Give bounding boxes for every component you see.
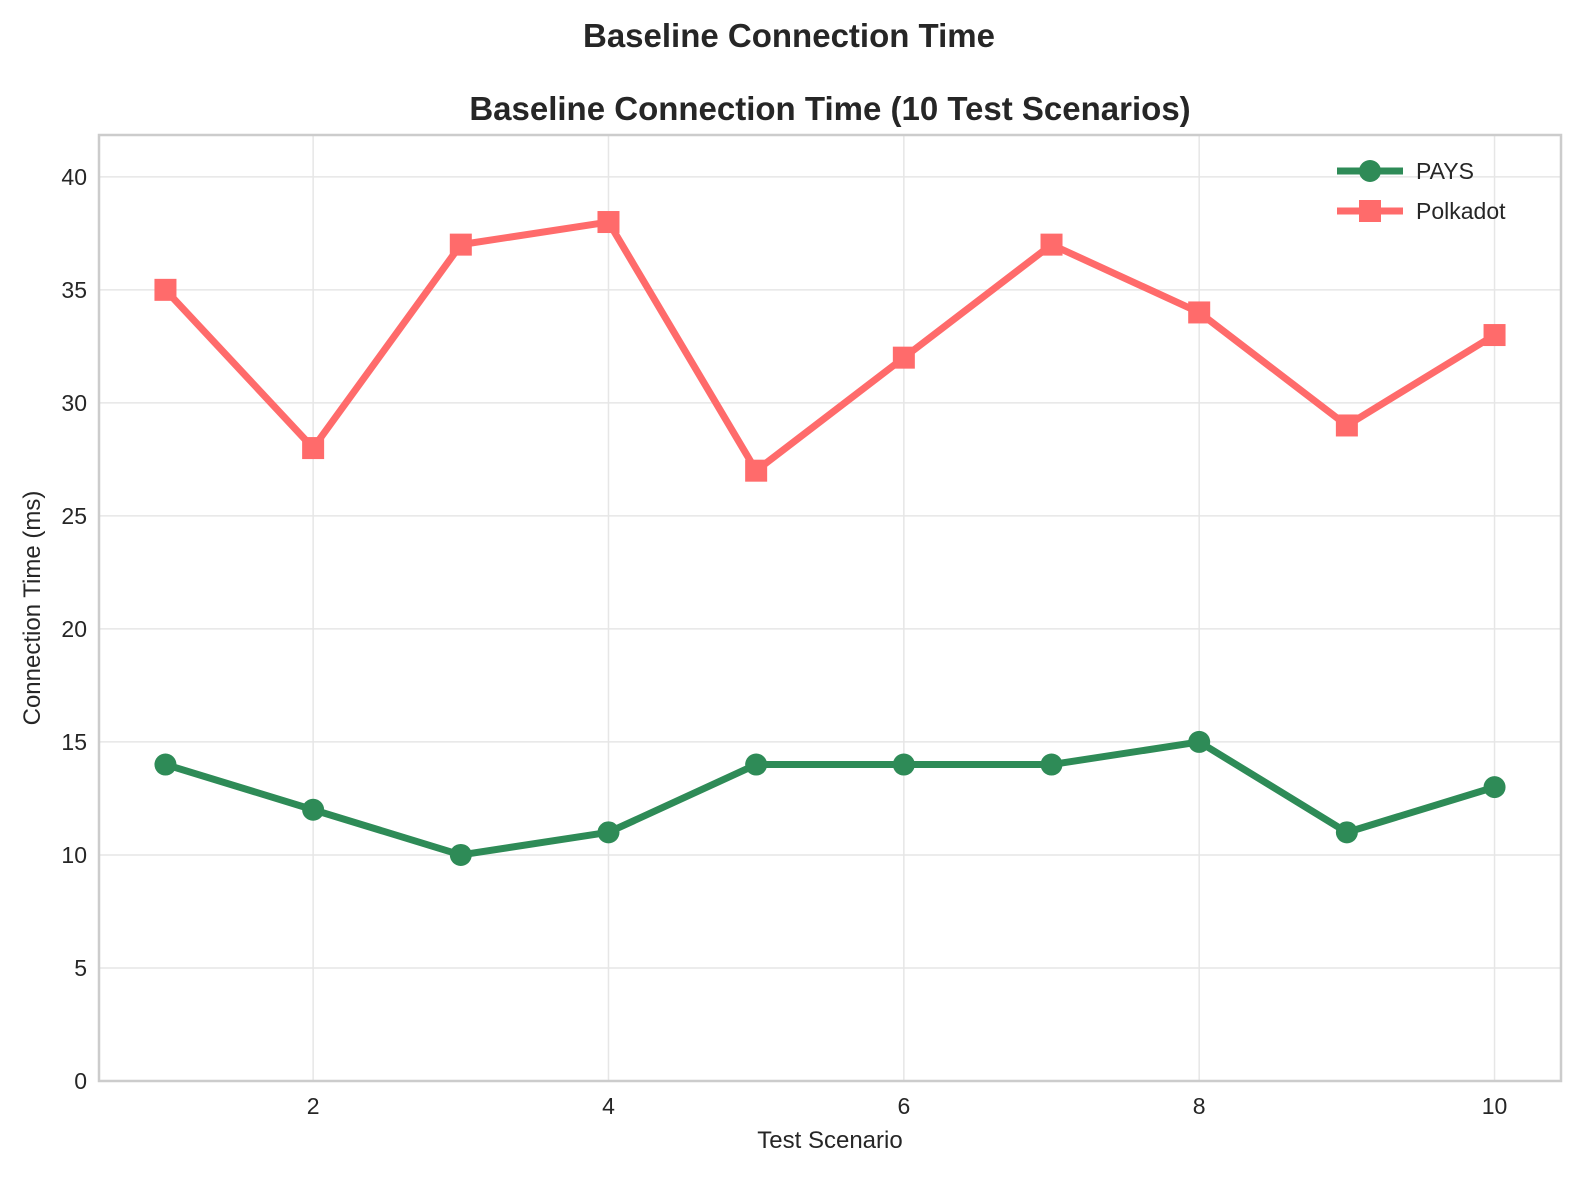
data-point-pays [1335,821,1358,844]
y-tick-label: 10 [61,842,87,868]
series-line-pays [161,738,1499,859]
y-tick-label: 35 [61,277,87,303]
y-tick-label: 0 [74,1068,87,1094]
x-tick-label: 2 [307,1093,320,1119]
x-tick-label: 10 [1482,1093,1508,1119]
data-point-polkadot [1483,324,1506,347]
data-point-polkadot [745,459,768,482]
x-axis-label: Test Scenario [757,1127,902,1154]
legend-marker-pays [1359,160,1381,182]
tick-labels: 2 4 6 8 10 0 5 10 15 20 25 30 35 40 [61,164,1507,1119]
data-point-pays [449,843,472,866]
data-point-polkadot [154,278,177,301]
series-polkadot [154,211,1506,482]
x-tick-label: 4 [602,1093,615,1119]
x-tick-label: 8 [1193,1093,1206,1119]
y-tick-label: 40 [61,164,87,190]
data-point-polkadot [1040,233,1063,256]
data-point-polkadot [892,346,915,369]
legend-label-pays: PAYS [1416,158,1474,184]
data-point-pays [1188,730,1211,753]
y-tick-label: 25 [61,503,87,529]
data-point-polkadot [597,211,620,234]
data-point-pays [302,798,325,821]
y-tick-label: 15 [61,729,87,755]
data-point-pays [892,753,915,776]
chart-title: Baseline Connection Time (10 Test Scenar… [469,90,1190,127]
y-tick-label: 20 [61,616,87,642]
data-point-pays [1483,776,1506,799]
figure-suptitle: Baseline Connection Time [583,17,995,54]
data-point-polkadot [302,437,325,460]
data-point-polkadot [449,233,472,256]
series-pays [154,730,1506,866]
data-point-polkadot [1335,414,1358,437]
series-line-polkadot [161,218,1499,475]
data-point-pays [1040,753,1063,776]
data-point-polkadot [1188,301,1211,324]
legend-item-pays: PAYS [1337,158,1474,184]
data-point-pays [597,821,620,844]
data-point-pays [154,753,177,776]
y-tick-label: 5 [74,955,87,981]
legend: PAYS Polkadot [1337,158,1506,224]
y-tick-label: 30 [61,390,87,416]
legend-marker-polkadot [1359,200,1381,222]
series-layer [154,211,1506,866]
legend-label-polkadot: Polkadot [1416,198,1506,224]
legend-item-polkadot: Polkadot [1337,198,1506,224]
grid [99,135,1561,1082]
x-tick-label: 6 [897,1093,910,1119]
plot-frame [97,133,1563,1083]
y-axis-label: Connection Time (ms) [19,491,46,726]
data-point-pays [745,753,768,776]
